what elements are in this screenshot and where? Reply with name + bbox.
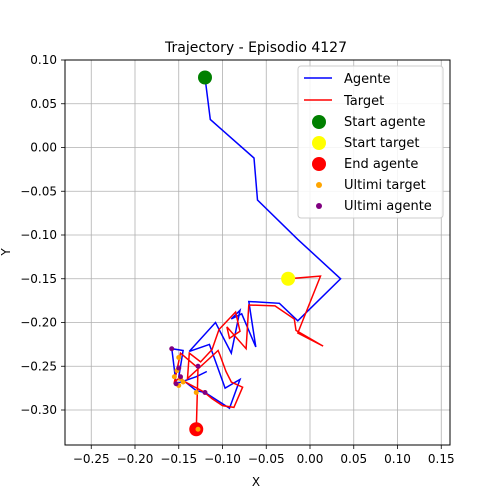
x-tick-label: 0.10 xyxy=(384,452,411,466)
legend-ultimi-target-swatch xyxy=(316,182,322,188)
legend-agente-label: Agente xyxy=(344,72,390,87)
point-ultimi-agente xyxy=(178,374,183,380)
x-tick-label: −0.20 xyxy=(117,452,154,466)
x-tick-label: 0.15 xyxy=(428,452,455,466)
y-tick-label: −0.20 xyxy=(20,316,57,330)
y-tick-label: 0.00 xyxy=(30,141,57,155)
legend-start-target-label: Start target xyxy=(344,136,419,151)
legend-start-agente-swatch xyxy=(312,115,326,129)
y-tick-label: −0.30 xyxy=(20,403,57,417)
x-tick-label: −0.25 xyxy=(73,452,110,466)
legend-ultimi-agente-swatch xyxy=(316,203,322,209)
axis-ticks: −0.25 −0.20 −0.15 −0.10 −0.05 0.00 0.05 0.10 0.1… xyxy=(20,53,454,466)
y-tick-label: 0.10 xyxy=(30,53,57,67)
markers-layer xyxy=(169,70,296,437)
marker-start-agente xyxy=(198,70,212,85)
y-tick-label: −0.05 xyxy=(20,184,57,198)
x-axis-label: X xyxy=(252,475,260,489)
y-tick-label: −0.15 xyxy=(20,272,57,286)
point-ultimi-agente xyxy=(169,346,175,352)
x-tick-label: 0.00 xyxy=(297,452,324,466)
point-ultimi-agente xyxy=(202,390,208,395)
y-tick-label: −0.25 xyxy=(20,359,57,373)
x-tick-label: −0.05 xyxy=(248,452,285,466)
point-ultimi-agente xyxy=(195,363,201,369)
point-ultimi-agente xyxy=(176,365,182,371)
x-tick-label: −0.10 xyxy=(204,452,241,466)
legend-ultimi-target-label: Ultimi target xyxy=(344,178,426,193)
legend-target-label: Target xyxy=(343,94,384,109)
legend: Agente Target Start agente Start target … xyxy=(297,65,444,219)
legend-end-agente-swatch xyxy=(312,157,326,171)
legend-start-agente-label: Start agente xyxy=(344,115,425,130)
plot-frame xyxy=(64,59,451,446)
point-ultimi-target xyxy=(195,426,201,432)
legend-end-agente-label: End agente xyxy=(344,157,418,172)
point-ultimi-target xyxy=(171,374,177,380)
point-ultimi-target xyxy=(193,390,199,395)
y-axis-label: Y xyxy=(0,248,13,257)
marker-start-target xyxy=(281,271,296,286)
x-tick-label: 0.05 xyxy=(340,452,367,466)
legend-start-target-swatch xyxy=(312,136,326,150)
y-tick-label: 0.05 xyxy=(30,97,57,111)
legend-ultimi-agente-label: Ultimi agente xyxy=(344,199,432,214)
chart-title: Trajectory - Episodio 4127 xyxy=(164,40,347,56)
x-tick-label: −0.15 xyxy=(160,452,197,466)
point-ultimi-target xyxy=(180,379,186,385)
y-tick-label: −0.10 xyxy=(20,228,57,242)
point-ultimi-target xyxy=(176,355,182,360)
point-ultimi-agente xyxy=(173,381,179,387)
legend-box xyxy=(297,65,444,219)
series-line-agente xyxy=(170,77,342,410)
